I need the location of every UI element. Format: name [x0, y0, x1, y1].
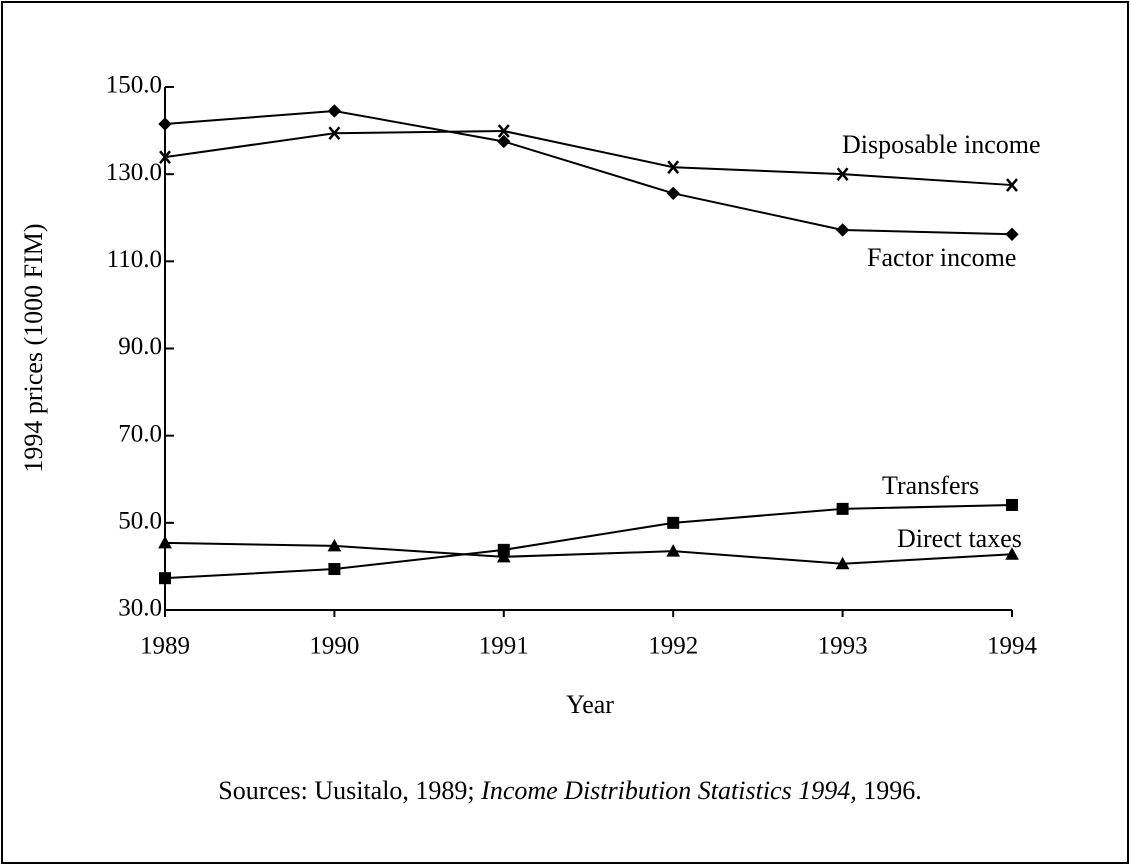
source-text: Sources: Uusitalo, 1989; — [218, 776, 481, 805]
x-tick-label: 1992 — [648, 633, 698, 660]
marker — [836, 167, 849, 181]
y-tick-label: 90.0 — [118, 333, 162, 360]
marker — [497, 124, 510, 138]
marker — [1005, 227, 1019, 242]
source-title: Income Distribution Statistics 1994, — [480, 776, 857, 805]
x-tick-label: 1991 — [479, 633, 529, 660]
y-tick-label: 30.0 — [118, 595, 162, 622]
y-tick-label: 150.0 — [106, 72, 162, 99]
x-tick-label: 1990 — [309, 633, 359, 660]
series-label: Direct taxes — [897, 524, 1022, 553]
marker — [1005, 547, 1019, 560]
marker — [327, 538, 342, 552]
x-tick-label: 1993 — [818, 633, 868, 660]
marker — [159, 572, 171, 585]
marker — [667, 516, 680, 529]
marker — [327, 104, 342, 118]
series-label: Disposable income — [842, 130, 1041, 159]
series-line — [164, 503, 1013, 580]
marker — [496, 549, 511, 563]
x-tick-label: 1989 — [140, 633, 190, 660]
marker — [158, 117, 172, 131]
y-axis-label: 1994 prices (1000 FIM) — [19, 223, 48, 472]
series-label: Factor income — [867, 243, 1016, 272]
series-line — [164, 130, 1013, 187]
marker — [666, 186, 680, 201]
marker — [159, 150, 171, 164]
marker — [328, 126, 341, 140]
marker — [835, 556, 850, 570]
y-tick-label: 130.0 — [106, 159, 162, 186]
marker — [158, 535, 172, 549]
marker — [497, 134, 511, 149]
y-tick-label: 50.0 — [118, 508, 162, 535]
y-tick-label: 110.0 — [107, 246, 162, 273]
marker — [1006, 498, 1018, 511]
x-axis-label: Year — [566, 690, 614, 719]
marker — [666, 544, 681, 557]
marker — [1006, 178, 1018, 192]
series-line — [164, 109, 1013, 236]
series-label: Transfers — [882, 471, 979, 500]
x-tick-label: 1994 — [987, 633, 1038, 660]
marker — [836, 502, 849, 515]
marker — [328, 563, 341, 576]
marker — [667, 160, 680, 174]
series-line — [164, 541, 1013, 565]
marker — [835, 223, 850, 237]
y-tick-label: 70.0 — [118, 420, 162, 447]
source-text: 1996. — [857, 776, 922, 805]
source-note: Sources: Uusitalo, 1989; Income Distribu… — [218, 776, 921, 805]
